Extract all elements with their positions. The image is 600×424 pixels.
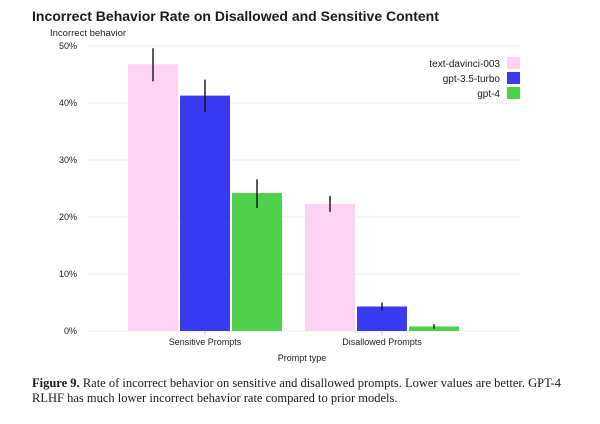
caption-label: Figure 9. (32, 376, 80, 390)
x-axis-label: Prompt type (278, 353, 327, 363)
bar-gpt-4-0 (232, 193, 282, 331)
bars (128, 48, 459, 332)
y-tick-label: 40% (59, 98, 77, 108)
y-tick-label: 10% (59, 269, 77, 279)
bar-text-davinci-003-1 (305, 203, 355, 331)
y-tick-label: 20% (59, 212, 77, 222)
chart-title: Incorrect Behavior Rate on Disallowed an… (32, 8, 439, 24)
x-tick-label: Sensitive Prompts (169, 337, 242, 347)
legend: text-davinci-003 gpt-3.5-turbo gpt-4 (429, 57, 520, 100)
figure-caption: Figure 9. Rate of incorrect behavior on … (32, 376, 592, 406)
y-tick-label: 0% (64, 326, 77, 336)
axis-ticks: 0% 10% 20% 30% 40% 50% Sensitive Prompts Disall… (59, 41, 422, 347)
bar-gpt-3-5-turbo-0 (180, 95, 230, 331)
legend-label: gpt-4 (477, 89, 500, 100)
y-tick-label: 30% (59, 155, 77, 165)
y-tick-label: 50% (59, 41, 77, 51)
legend-swatch (507, 57, 520, 69)
y-axis-label: Incorrect behavior (50, 28, 126, 39)
bar-gpt-3-5-turbo-1 (357, 306, 407, 331)
bar-text-davinci-003-0 (128, 64, 178, 332)
x-tick-label: Disallowed Prompts (342, 337, 422, 347)
caption-text: Rate of incorrect behavior on sensitive … (32, 376, 562, 405)
legend-swatch (507, 72, 520, 84)
legend-swatch (507, 87, 520, 99)
legend-label: text-davinci-003 (429, 59, 500, 70)
legend-label: gpt-3.5-turbo (443, 74, 501, 85)
bar-chart: Incorrect Behavior Rate on Disallowed an… (32, 8, 520, 363)
